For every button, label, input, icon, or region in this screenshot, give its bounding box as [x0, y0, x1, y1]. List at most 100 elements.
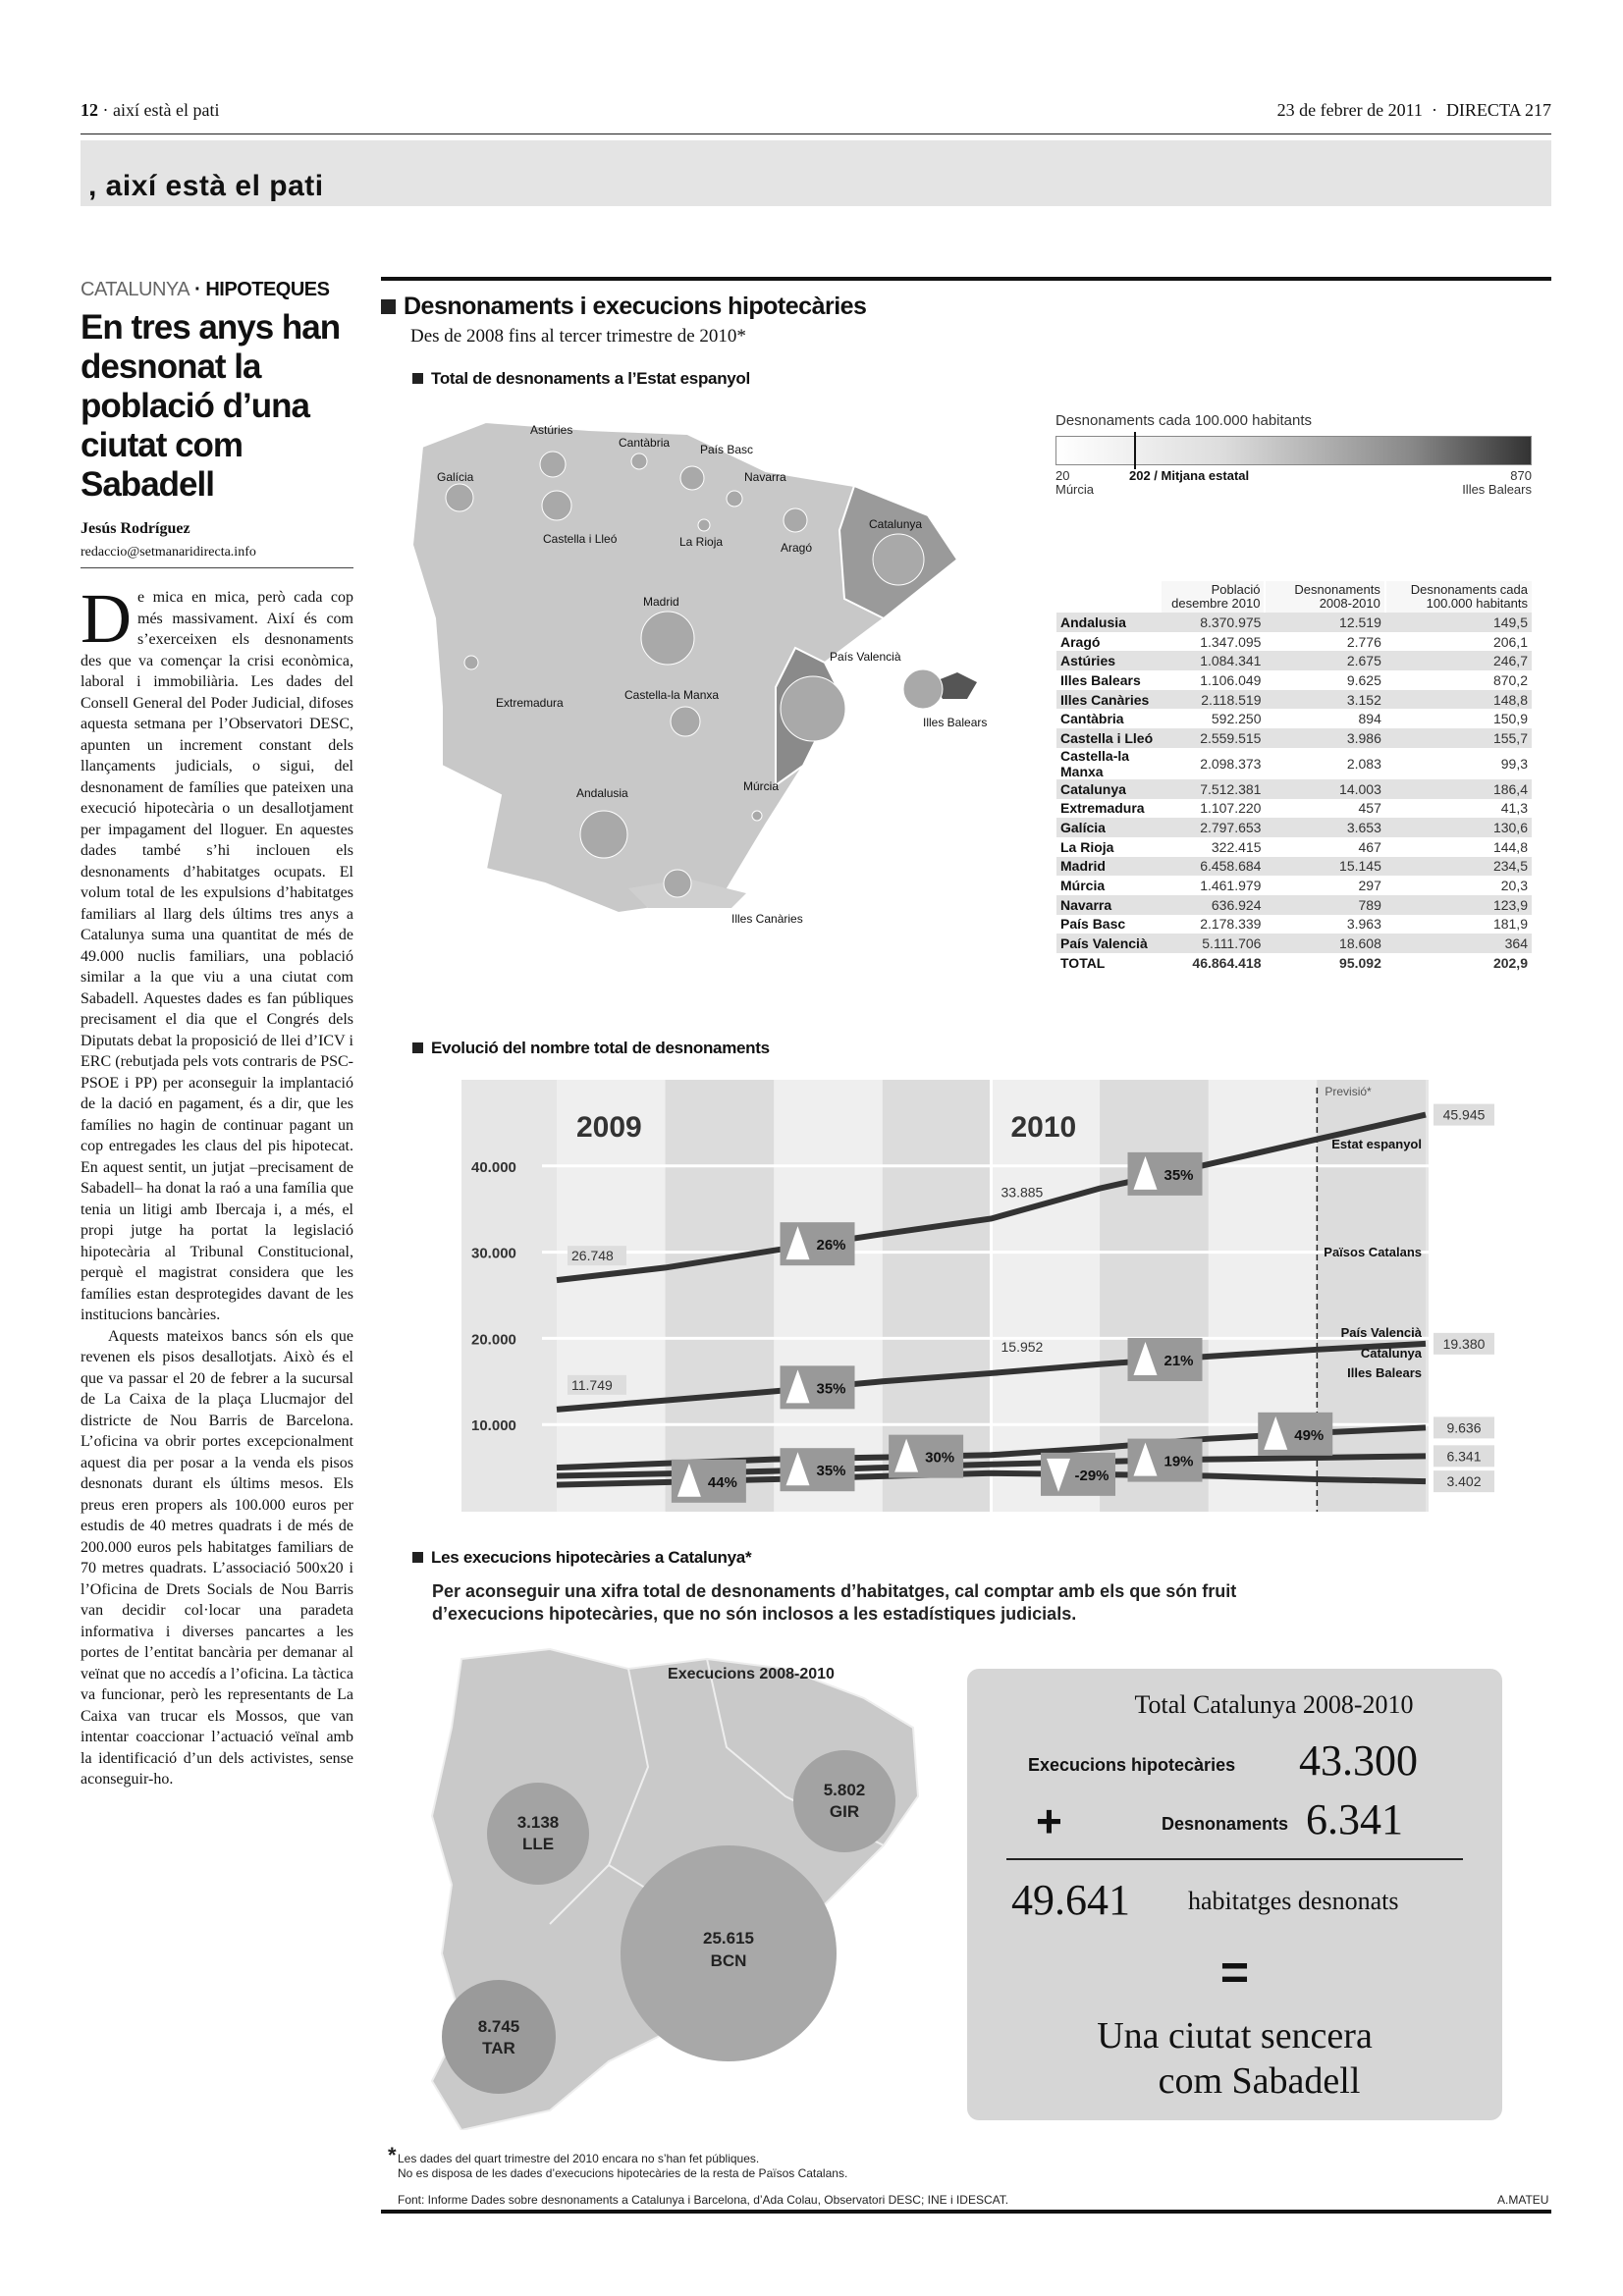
exec-section-text: Les execucions hipotecàries a Catalunya* [431, 1548, 752, 1567]
table-cell: Castella-la Manxa [1060, 747, 1130, 779]
paragraph-text: e mica en mica, però cada cop més massiv… [81, 589, 353, 1323]
column-header [1055, 581, 1161, 613]
footnote-line: No es disposa de les dades d’execucions … [398, 2166, 848, 2180]
y-tick-label: 40.000 [471, 1159, 516, 1176]
issue-date: 23 de febrer de 2011 [1276, 100, 1423, 120]
header-rule [81, 133, 1551, 134]
page-header-left: 12 · així està el pati [81, 100, 220, 120]
table-cell: Navarra [1056, 894, 1161, 915]
table-cell: 95.092 [1339, 954, 1381, 971]
table-row: Aragó 1.347.095 2.776 206,1 [1056, 632, 1532, 652]
infographic-title-text: Desnonaments i execucions hipotecàries [404, 293, 867, 320]
table-row: Galícia 2.797.653 3.653 130,6 [1056, 818, 1532, 837]
table-cell: 1.461.979 [1200, 878, 1262, 894]
change-marker-label: 35% [1163, 1167, 1193, 1184]
column-header: Desnonaments 2008-2010 [1264, 581, 1385, 613]
circle-arago [783, 507, 808, 533]
table-row: Astúries 1.084.341 2.675 246,7 [1056, 651, 1532, 671]
table-cell: Astúries [1056, 651, 1161, 671]
kicker-topic: · HIPOTEQUES [194, 279, 330, 300]
table-cell: 46.864.418 [1192, 954, 1262, 971]
table-cell: Catalunya [1056, 778, 1161, 799]
tarragona-label: TAR [482, 2039, 515, 2057]
table-cell: Extremadura [1060, 800, 1145, 817]
legend-max-value: 870 [1510, 468, 1532, 483]
end-value-box [1434, 1445, 1494, 1468]
table-row: La Rioja 322.415 467 144,8 [1056, 837, 1532, 857]
circle-girona [793, 1750, 895, 1852]
section-name: així està el pati [113, 100, 220, 120]
end-value-box [1434, 1332, 1494, 1355]
plus-sign: + [1036, 1795, 1062, 1846]
tarragona-value: 8.745 [478, 2017, 520, 2036]
exec-subtitle: Per aconseguir una xifra total de desnon… [432, 1581, 1237, 1624]
circle-galicia [445, 483, 474, 512]
separator: · [1431, 100, 1437, 120]
table-row: Castella i Lleó 2.559.515 3.986 155,7 [1056, 728, 1532, 748]
table-cell: Illes Canàries [1056, 689, 1161, 710]
map-label: Galícia [437, 470, 474, 484]
circle-pais-basc [679, 465, 705, 491]
legend-min-label: Múrcia [1055, 482, 1095, 497]
author-email[interactable]: redaccio@setmanaridirecta.info [81, 545, 256, 560]
table-cell: Castella i Lleó [1056, 728, 1161, 748]
table-cell: 2.675 [1265, 651, 1385, 671]
table-row: Cantàbria 592.250 894 150,9 [1056, 709, 1532, 728]
infographic-bottom-rule [381, 2210, 1551, 2214]
graphic-credit: A.MATEU [1497, 2193, 1549, 2207]
end-value-label: 3.402 [1446, 1473, 1481, 1489]
table-cell: 206,1 [1492, 633, 1528, 650]
table-cell: Andalusia [1056, 613, 1161, 632]
table-cell: Aragó [1060, 633, 1101, 650]
map-label: Aragó [781, 541, 812, 555]
y-tick-label: 20.000 [471, 1331, 516, 1348]
map-labels: Galícia Astúries Cantàbria País Basc Nav… [437, 423, 987, 926]
quarter-band [991, 1080, 1101, 1512]
evolution-section-text: Evolució del nombre total de desnonament… [431, 1039, 770, 1057]
map-label: Extremadura [496, 696, 564, 710]
table-cell: 2.559.515 [1160, 728, 1266, 748]
evolution-line-chart: 10.000 20.000 30.000 40.000 2009 2010 Previsió… [461, 1080, 1494, 1512]
table-cell: 322.415 [1211, 838, 1262, 855]
table-cell: Galícia [1056, 818, 1161, 837]
table-cell: 234,5 [1384, 856, 1532, 877]
map-label: País Basc [700, 443, 753, 456]
change-marker-label: -29% [1074, 1468, 1109, 1484]
circle-castella-lleo [541, 490, 572, 521]
source-note: Font: Informe Dades sobre desnonaments a… [398, 2193, 1009, 2207]
point-label: 15.952 [1001, 1339, 1044, 1355]
change-marker-label: 30% [925, 1450, 954, 1467]
map-label: Navarra [744, 470, 786, 484]
map-label: Astúries [530, 423, 572, 437]
table-row: País Valencià 5.111.706 18.608 364 [1056, 934, 1532, 953]
circle-barcelona [621, 1845, 837, 2061]
end-value-label: 19.380 [1443, 1336, 1486, 1352]
total-box-title: Total Catalunya 2008-2010 [1134, 1690, 1414, 1719]
table-cell: 3.653 [1265, 818, 1385, 837]
point-label-box [568, 1246, 626, 1266]
table-cell: Madrid [1056, 856, 1161, 877]
article-paragraph: Aquests mateixos bancs són els que reven… [81, 1327, 353, 1789]
table-row: Extremadura 1.107.220 457 41,3 [1056, 799, 1532, 819]
table-cell: 99,3 [1500, 755, 1528, 772]
square-bullet-icon [412, 373, 423, 384]
table-cell: Múrcia [1060, 878, 1106, 894]
change-marker-label: 19% [1163, 1454, 1193, 1470]
table-cell: 20,3 [1500, 878, 1528, 894]
table-row: Illes Balears 1.106.049 9.625 870,2 [1056, 670, 1532, 690]
triangle-up-icon [1133, 1442, 1158, 1476]
table-cell: País Basc [1060, 916, 1126, 933]
map-label: Múrcia [743, 779, 779, 793]
article-kicker: CATALUNYA · HIPOTEQUES [81, 279, 330, 301]
table-cell: 7.512.381 [1160, 778, 1266, 799]
drop-cap: D [81, 579, 132, 658]
forecast-label: Previsió* [1325, 1085, 1372, 1098]
triangle-up-icon [1133, 1155, 1158, 1190]
quarter-band [1317, 1080, 1426, 1512]
y-tick-label: 10.000 [471, 1417, 516, 1434]
legend-min-value: 20 [1055, 468, 1070, 483]
total-value: 49.641 [1011, 1876, 1130, 1924]
circle-navarra [726, 490, 743, 507]
